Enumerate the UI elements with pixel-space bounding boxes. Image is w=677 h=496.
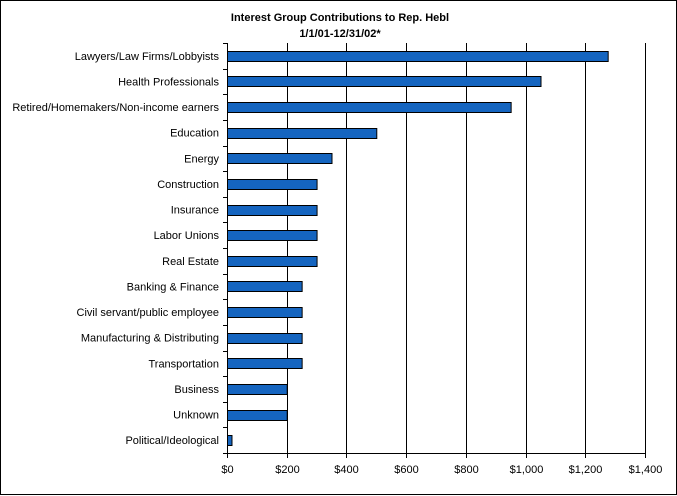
category-label: Retired/Homemakers/Non-income earners bbox=[12, 102, 219, 114]
x-tick-label: $800 bbox=[454, 464, 478, 476]
bar bbox=[227, 179, 318, 190]
x-tick-label: $400 bbox=[334, 464, 358, 476]
category-label: Health Professionals bbox=[118, 76, 219, 88]
bar bbox=[227, 51, 609, 62]
x-tick-label: $1,000 bbox=[510, 464, 544, 476]
x-tick-label: $200 bbox=[275, 464, 299, 476]
bar bbox=[227, 230, 318, 241]
bar bbox=[227, 435, 233, 446]
bar bbox=[227, 153, 333, 164]
x-tick-label: $1,200 bbox=[569, 464, 603, 476]
category-label: Business bbox=[174, 384, 219, 396]
category-label: Insurance bbox=[171, 205, 219, 217]
bar bbox=[227, 205, 318, 216]
category-labels: Lawyers/Law Firms/Lobbyists Health Profes… bbox=[12, 51, 219, 447]
category-label: Civil servant/public employee bbox=[77, 307, 219, 319]
bar bbox=[227, 410, 288, 421]
x-tick-label: $1,400 bbox=[629, 464, 663, 476]
bar bbox=[227, 128, 378, 139]
x-tick-label: $600 bbox=[394, 464, 418, 476]
bar bbox=[227, 384, 288, 395]
bar bbox=[227, 281, 303, 292]
category-label: Real Estate bbox=[162, 256, 219, 268]
category-label: Education bbox=[170, 128, 219, 140]
chart-subtitle: 1/1/01-12/31/02* bbox=[299, 28, 381, 40]
x-tick-labels: $0 $200 $400 $600 $800 $1,000 $1,200 $1,400 bbox=[221, 464, 662, 476]
x-tick-label: $0 bbox=[221, 464, 233, 476]
category-label: Transportation bbox=[148, 358, 219, 370]
bars bbox=[227, 51, 609, 446]
category-label: Political/Ideological bbox=[125, 435, 219, 447]
bar bbox=[227, 358, 303, 369]
bar bbox=[227, 256, 318, 267]
axes bbox=[223, 43, 646, 458]
category-label: Construction bbox=[157, 179, 219, 191]
category-label: Manufacturing & Distributing bbox=[81, 333, 219, 345]
bar bbox=[227, 333, 303, 344]
bar bbox=[227, 307, 303, 318]
chart-title: Interest Group Contributions to Rep. Heb… bbox=[231, 12, 449, 24]
category-label: Labor Unions bbox=[154, 230, 220, 242]
category-label: Lawyers/Law Firms/Lobbyists bbox=[75, 51, 220, 63]
category-label: Energy bbox=[184, 153, 219, 165]
category-label: Unknown bbox=[173, 410, 219, 422]
bar bbox=[227, 76, 542, 87]
bar bbox=[227, 102, 512, 113]
category-label: Banking & Finance bbox=[127, 281, 219, 293]
